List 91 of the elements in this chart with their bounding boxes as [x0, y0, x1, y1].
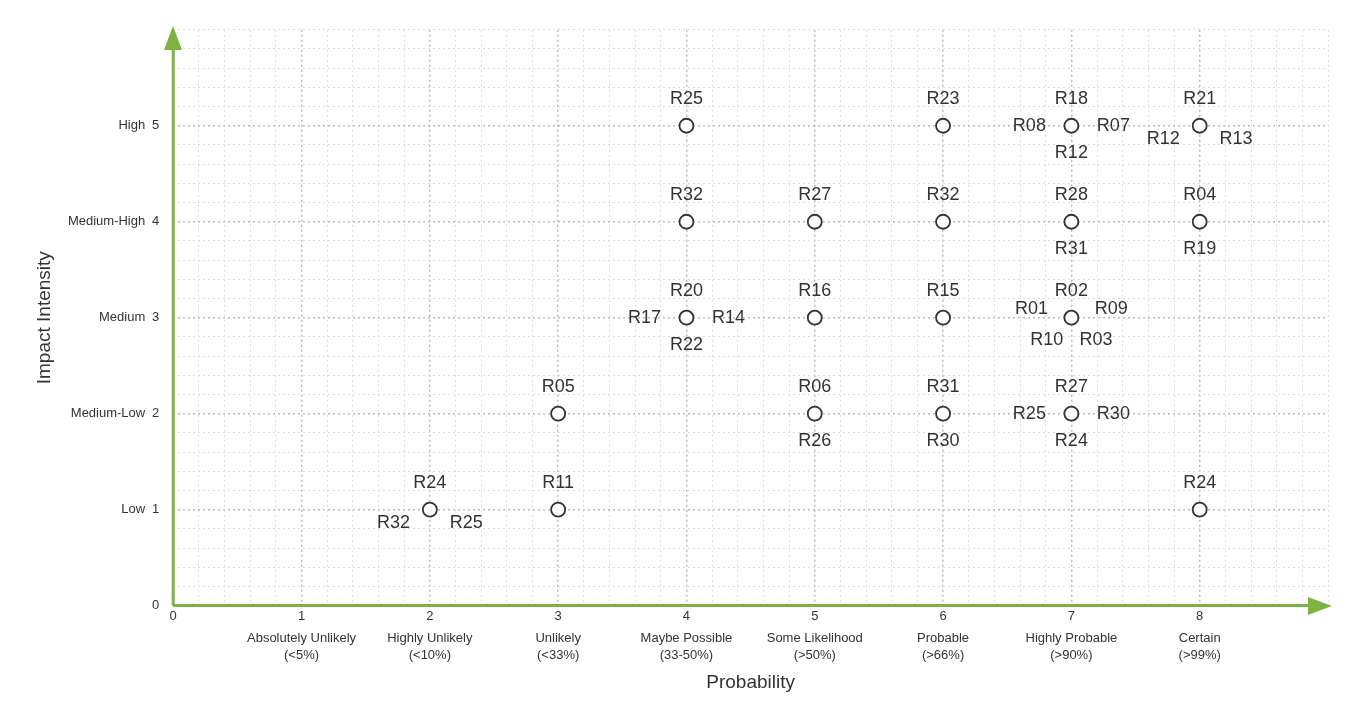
point — [1191, 117, 1208, 134]
annotation: R24 — [413, 471, 447, 492]
point — [935, 309, 951, 326]
annotation: R30 — [926, 429, 960, 450]
point — [1063, 309, 1080, 326]
point — [1191, 501, 1208, 518]
text: Some Likelihood (>50%) — [766, 629, 863, 662]
annotation: R07 — [1096, 114, 1130, 135]
annotation: R21 — [1183, 87, 1217, 108]
x-tick-label: 4 — [682, 607, 691, 623]
y-tick-label: 2 — [152, 405, 160, 421]
point — [806, 213, 823, 230]
annotation: R25 — [449, 512, 483, 533]
annotation: R12 — [1146, 128, 1180, 149]
x-tick-label: 8 — [1196, 607, 1204, 623]
x-tick-label: 0 — [169, 607, 177, 623]
text: Impact Intensity — [32, 250, 54, 385]
point — [550, 501, 567, 518]
point — [1063, 117, 1080, 134]
x-tick-label: 6 — [939, 607, 947, 623]
annotation: R27 — [798, 183, 832, 204]
text: Highly Unlikely (<10%) — [387, 629, 473, 662]
point — [678, 213, 695, 230]
annotation: R32 — [926, 183, 960, 204]
annotation: R01 — [1014, 298, 1048, 319]
y-tick-label: 3 — [152, 309, 160, 325]
annotation: R18 — [1054, 87, 1088, 108]
point — [1063, 405, 1080, 422]
annotation: R31 — [926, 375, 960, 396]
point — [935, 213, 951, 230]
text: Low — [121, 501, 146, 517]
point — [421, 501, 438, 518]
annotation: R26 — [798, 429, 832, 450]
text: Medium — [98, 309, 146, 325]
annotation: R12 — [1054, 141, 1088, 162]
annotation: R08 — [1012, 114, 1046, 135]
text: Probable (>66%) — [917, 629, 970, 662]
y-tick-label: 1 — [152, 501, 160, 517]
annotation: R13 — [1219, 128, 1253, 149]
annotation: R17 — [627, 306, 661, 327]
annotation: R06 — [798, 375, 832, 396]
annotation: R25 — [1012, 402, 1046, 423]
annotation: R03 — [1079, 328, 1113, 349]
text: Certain (>99%) — [1178, 629, 1221, 662]
annotation: R14 — [711, 306, 745, 327]
y-tick-label: 5 — [152, 117, 160, 133]
annotation: R27 — [1054, 375, 1088, 396]
annotation: R28 — [1054, 183, 1088, 204]
annotation: R23 — [926, 87, 960, 108]
point — [806, 309, 823, 326]
text: Medium-Low — [70, 405, 146, 421]
text: Maybe Possible (33-50%) — [640, 629, 733, 662]
annotation: R10 — [1030, 328, 1064, 349]
y-tick-label: 0 — [152, 597, 160, 613]
point — [935, 405, 951, 422]
annotation: R09 — [1094, 298, 1128, 319]
annotation: R22 — [669, 333, 703, 354]
annotation: R04 — [1183, 183, 1217, 204]
text: Medium-High — [67, 213, 146, 229]
annotation: R32 — [376, 512, 410, 533]
annotation: R19 — [1183, 237, 1217, 258]
annotation: R05 — [541, 375, 575, 396]
x-axis-title: Probability — [706, 670, 796, 692]
point — [806, 405, 823, 422]
point — [935, 117, 951, 134]
x-tick-label: 5 — [811, 607, 819, 623]
point — [550, 405, 567, 422]
y-tick-label: 4 — [152, 213, 160, 229]
x-tick-label: 7 — [1067, 607, 1075, 623]
annotation: R15 — [926, 279, 960, 300]
annotation: R02 — [1054, 279, 1088, 300]
annotation: R24 — [1183, 471, 1217, 492]
text: High — [118, 117, 146, 133]
point — [678, 309, 695, 326]
annotation: R16 — [798, 279, 832, 300]
annotation: R24 — [1054, 429, 1088, 450]
annotation: R25 — [669, 87, 703, 108]
text: Absolutely Unlikely (<5%) — [246, 629, 357, 662]
x-tick-label: 3 — [554, 607, 562, 623]
annotation: R31 — [1054, 237, 1088, 258]
annotation: R20 — [669, 279, 703, 300]
text: Highly Probable (>90%) — [1025, 629, 1118, 662]
text: Unlikely (<33%) — [535, 629, 582, 662]
annotation: R30 — [1096, 402, 1130, 423]
x-tick-label: 2 — [426, 607, 434, 623]
point — [678, 117, 695, 134]
annotation: R11 — [542, 471, 574, 492]
x-tick-label: 1 — [297, 607, 306, 623]
point — [1063, 213, 1080, 230]
point — [1191, 213, 1208, 230]
annotation: R32 — [669, 183, 703, 204]
